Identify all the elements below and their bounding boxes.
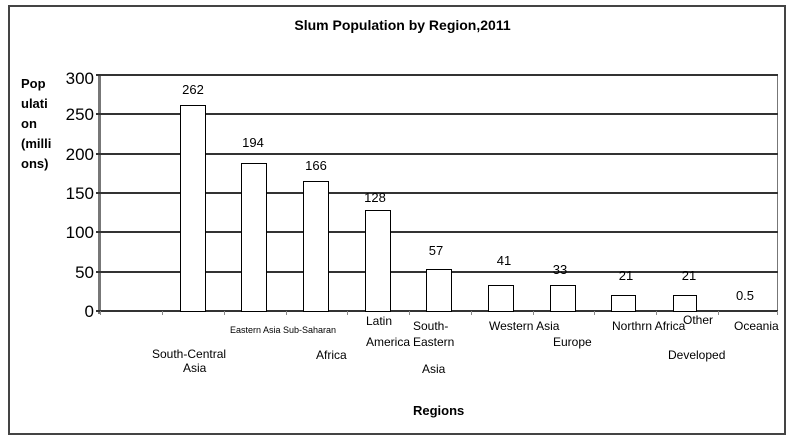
x-tick (162, 311, 163, 315)
y-tick: 150 (65, 184, 94, 203)
x-label: Asia (183, 361, 207, 375)
x-label: Latin (366, 314, 393, 328)
y-tick: 100 (65, 223, 94, 242)
x-label: South- (413, 319, 449, 333)
x-tick (777, 311, 778, 315)
value-label: 128 (364, 190, 386, 205)
bar-south-eastern-asia (426, 269, 452, 312)
x-tick (100, 311, 101, 315)
x-label: Eastern (413, 335, 455, 349)
chart-title: Slum Population by Region,2011 (294, 17, 511, 33)
x-tick (594, 311, 595, 315)
y-tick: 50 (75, 263, 94, 282)
bar-south-central-asia (180, 105, 206, 312)
y-tick: 300 (65, 69, 94, 88)
gridline-250 (96, 113, 778, 115)
value-label: 41 (496, 253, 512, 268)
x-tick (471, 311, 472, 315)
x-label: Developed (668, 348, 726, 362)
value-label: 21 (681, 268, 697, 283)
x-label: Africa (316, 348, 347, 362)
bar-europe (550, 285, 576, 312)
bar-other-developed (673, 295, 697, 312)
value-label: 194 (242, 135, 264, 150)
y-label-line: ulati (21, 96, 48, 111)
x-axis-title: Regions (413, 403, 465, 418)
bar-northrn-africa (611, 295, 636, 312)
y-axis-label: Pop ulati on (milli ons) (21, 74, 61, 174)
y-tick: 250 (65, 105, 94, 124)
x-tick (347, 311, 348, 315)
bar-western-asia (488, 285, 514, 312)
y-axis-line (98, 74, 101, 314)
x-label: Oceania (734, 319, 779, 333)
x-label: Northrn Africa (612, 319, 686, 333)
gridline-300 (96, 74, 778, 76)
bar-sub-saharan-africa (303, 181, 329, 312)
y-label-line: (milli (21, 136, 52, 151)
value-label: 21 (618, 268, 634, 283)
x-label: Western Asia (489, 319, 560, 333)
x-tick (718, 311, 719, 315)
x-tick (533, 311, 534, 315)
gridline-150 (96, 192, 778, 194)
x-label: Asia (422, 362, 446, 376)
value-label: 262 (182, 82, 204, 97)
value-label: 166 (305, 158, 327, 173)
x-label: Europe (553, 335, 592, 349)
value-label: 33 (552, 262, 568, 277)
y-tick: 0 (84, 302, 94, 321)
y-tick: 200 (65, 145, 94, 164)
x-tick (409, 311, 410, 315)
bar-latin-america (365, 210, 391, 312)
x-tick (224, 311, 225, 315)
x-label: South-Central (152, 347, 227, 361)
gridline-100 (96, 231, 778, 233)
value-label: 57 (428, 243, 444, 258)
x-label: Other (683, 313, 714, 327)
bar-eastern-asia (241, 163, 267, 312)
x-tick (286, 311, 287, 315)
chart-frame (8, 5, 786, 435)
x-label: Eastern Asia Sub-Saharan (230, 325, 337, 335)
y-label-line: ons) (21, 156, 49, 171)
y-label-line: Pop (21, 76, 46, 91)
x-tick (656, 311, 657, 315)
y-label-line: on (21, 116, 37, 131)
gridline-200 (96, 153, 778, 155)
value-label: 0.5 (735, 288, 755, 303)
x-label: America (366, 335, 411, 349)
